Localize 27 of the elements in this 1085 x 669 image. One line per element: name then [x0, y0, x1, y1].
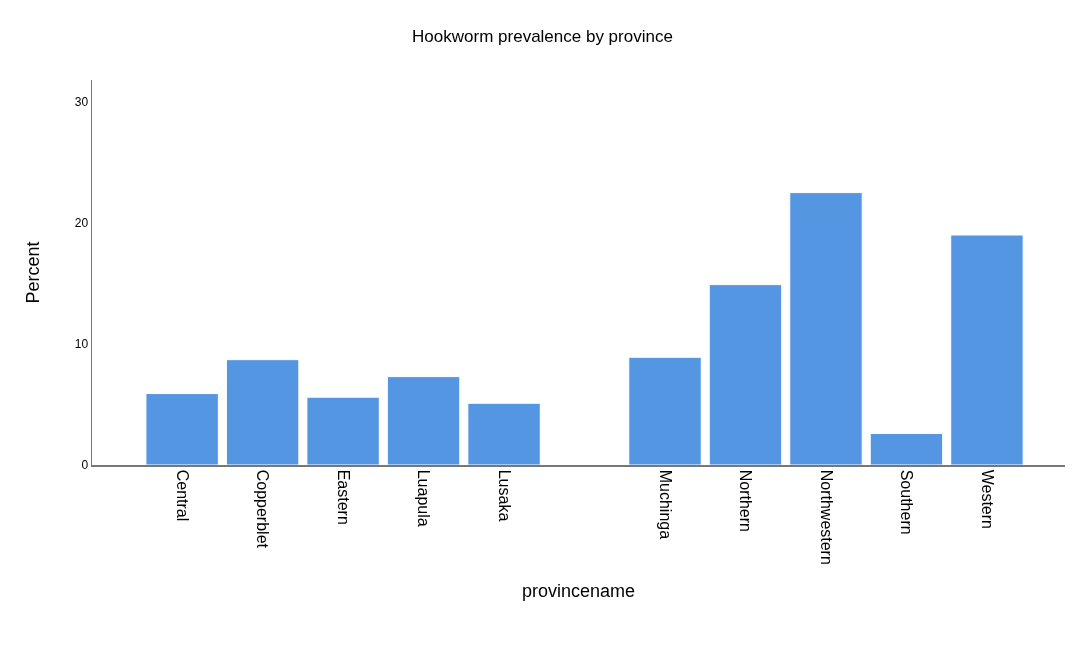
x-tick-label: Southern — [898, 469, 916, 535]
x-tick-label: Muchinga — [656, 469, 674, 540]
bar — [628, 356, 702, 465]
bar — [950, 234, 1024, 465]
x-tick-label: Eastern — [334, 469, 352, 525]
bar — [869, 433, 944, 465]
chart-title: Hookworm prevalence by province — [412, 27, 673, 46]
x-tick-label: Lusaka — [495, 469, 513, 522]
y-axis-title: Percent — [23, 241, 44, 304]
y-tick-label: 20 — [74, 216, 89, 231]
x-tick-label: Copperblet — [254, 469, 272, 549]
y-tick-label: 30 — [74, 94, 89, 109]
y-tick-label: 0 — [81, 458, 89, 473]
bar — [306, 396, 380, 465]
bar — [467, 402, 541, 465]
x-tick-label: Northwestern — [817, 469, 835, 565]
bar — [708, 284, 783, 465]
bar — [225, 359, 300, 465]
bar — [386, 376, 461, 465]
y-tick-label: 10 — [74, 337, 89, 352]
x-tick-label: Central — [173, 469, 191, 522]
x-tick-label: Western — [978, 469, 996, 529]
bar — [145, 393, 219, 465]
x-axis-title: provincename — [521, 580, 636, 601]
x-tick-label: Northern — [737, 469, 755, 532]
x-tick-label: Luapula — [415, 469, 433, 527]
bar — [789, 192, 863, 465]
